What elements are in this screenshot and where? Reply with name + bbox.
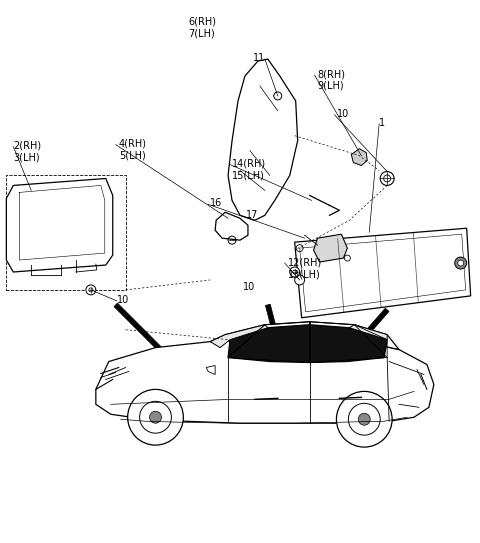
Circle shape bbox=[295, 275, 305, 285]
Text: 6(RH): 6(RH) bbox=[188, 16, 216, 26]
Polygon shape bbox=[210, 325, 268, 348]
Text: 12(RH): 12(RH) bbox=[288, 257, 322, 267]
Polygon shape bbox=[96, 338, 434, 423]
Text: 1: 1 bbox=[379, 118, 385, 128]
Polygon shape bbox=[210, 322, 399, 350]
Text: 17: 17 bbox=[246, 210, 258, 220]
Text: 4(RH): 4(RH) bbox=[119, 138, 147, 149]
Text: 10: 10 bbox=[117, 295, 129, 305]
Circle shape bbox=[290, 267, 300, 277]
Circle shape bbox=[150, 411, 161, 423]
Text: 7(LH): 7(LH) bbox=[188, 28, 215, 38]
Text: 14(RH): 14(RH) bbox=[232, 159, 266, 168]
Circle shape bbox=[336, 392, 392, 447]
Circle shape bbox=[455, 257, 467, 269]
Text: 8(RH): 8(RH) bbox=[318, 69, 346, 79]
Circle shape bbox=[86, 285, 96, 295]
Polygon shape bbox=[351, 149, 367, 166]
Text: 13(LH): 13(LH) bbox=[288, 269, 321, 279]
Polygon shape bbox=[228, 325, 387, 363]
Polygon shape bbox=[295, 228, 471, 318]
Circle shape bbox=[458, 260, 464, 266]
Circle shape bbox=[380, 172, 394, 186]
Polygon shape bbox=[313, 234, 348, 262]
Text: 9(LH): 9(LH) bbox=[318, 81, 344, 91]
Polygon shape bbox=[265, 304, 292, 389]
Text: 10: 10 bbox=[337, 109, 350, 119]
Text: 15(LH): 15(LH) bbox=[232, 171, 265, 180]
Polygon shape bbox=[206, 365, 215, 375]
Text: 11: 11 bbox=[253, 53, 265, 63]
Polygon shape bbox=[349, 325, 387, 340]
Circle shape bbox=[128, 389, 183, 445]
Text: 16: 16 bbox=[210, 198, 222, 209]
Polygon shape bbox=[114, 303, 218, 407]
Circle shape bbox=[358, 413, 370, 425]
Text: 2(RH): 2(RH) bbox=[13, 141, 41, 150]
Polygon shape bbox=[318, 308, 389, 389]
Text: 10: 10 bbox=[243, 282, 255, 292]
Text: 5(LH): 5(LH) bbox=[119, 150, 145, 161]
Text: 3(LH): 3(LH) bbox=[13, 153, 40, 162]
